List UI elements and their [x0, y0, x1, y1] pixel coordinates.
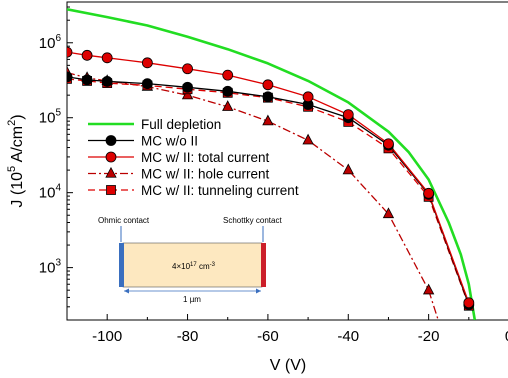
- data-point: [222, 69, 234, 81]
- series-markers: [67, 46, 475, 369]
- data-point: [422, 283, 435, 295]
- data-point: [342, 163, 354, 175]
- x-tick-label: -80: [177, 328, 199, 345]
- y-axis-label: J (105 A/cm2): [6, 114, 26, 207]
- y-tick-label: 105: [39, 108, 62, 127]
- data-point: [67, 71, 73, 83]
- doping-label: 4×1017 cm-3: [172, 262, 216, 271]
- legend-label: MC w/ II: hole current: [141, 167, 270, 182]
- length-arrow-right-head: [256, 288, 261, 294]
- data-point: [101, 76, 113, 87]
- data-point: [383, 138, 394, 150]
- legend-marker: [105, 166, 117, 178]
- length-label: 1 µm: [183, 295, 201, 304]
- data-point: [463, 297, 475, 309]
- schottky-contact-label: Schottky contact: [223, 216, 282, 225]
- device-inset: Ohmic contact Schottky contact 4×1017 cm…: [98, 216, 282, 304]
- x-tick-label: -60: [257, 328, 279, 345]
- plot-frame: [66, 1, 508, 321]
- data-point: [67, 46, 73, 58]
- ohmic-contact-label: Ohmic contact: [98, 216, 150, 225]
- data-point: [342, 109, 354, 121]
- data-point: [81, 49, 93, 61]
- data-point: [262, 79, 274, 91]
- data-point: [423, 187, 435, 199]
- legend-marker: [105, 151, 117, 163]
- legend-label: Full depletion: [141, 117, 221, 132]
- data-point: [141, 78, 153, 90]
- data-point: [81, 74, 93, 86]
- x-axis-ticks: -100 -80 -60 -40 -20 0: [66, 314, 508, 345]
- legend-label: MC w/ II: total current: [141, 150, 270, 165]
- y-tick-label: 103: [39, 258, 62, 277]
- legend-marker: [106, 185, 116, 195]
- data-point: [302, 91, 314, 103]
- schottky-contact-bar: [261, 243, 266, 287]
- data-point: [302, 133, 314, 145]
- data-point: [181, 88, 194, 100]
- data-point: [262, 114, 274, 126]
- data-point: [222, 85, 234, 97]
- data-point: [222, 100, 234, 111]
- y-tick-label: 106: [39, 33, 62, 52]
- legend-marker: [105, 135, 117, 146]
- data-point: [182, 81, 193, 93]
- x-tick-label: 0: [505, 328, 508, 345]
- data-point: [262, 91, 274, 103]
- data-point: [382, 207, 395, 219]
- legend-label: MC w/o II: [141, 134, 198, 149]
- legend-label: MC w/ II: tunneling current: [141, 183, 299, 198]
- y-axis-ticks: 103 104 105 106: [39, 6, 73, 321]
- x-tick-label: -20: [418, 328, 440, 345]
- data-point: [141, 57, 153, 69]
- series-line: [67, 8, 477, 320]
- x-tick-label: -40: [337, 328, 359, 345]
- length-arrow-left-head: [124, 288, 129, 294]
- data-point: [182, 63, 193, 75]
- data-point: [101, 52, 113, 64]
- ohmic-contact-bar: [119, 243, 124, 287]
- y-tick-label: 104: [39, 183, 62, 202]
- data-point: [448, 359, 458, 369]
- x-axis-label: V (V): [270, 357, 306, 374]
- x-tick-label: -100: [92, 328, 122, 345]
